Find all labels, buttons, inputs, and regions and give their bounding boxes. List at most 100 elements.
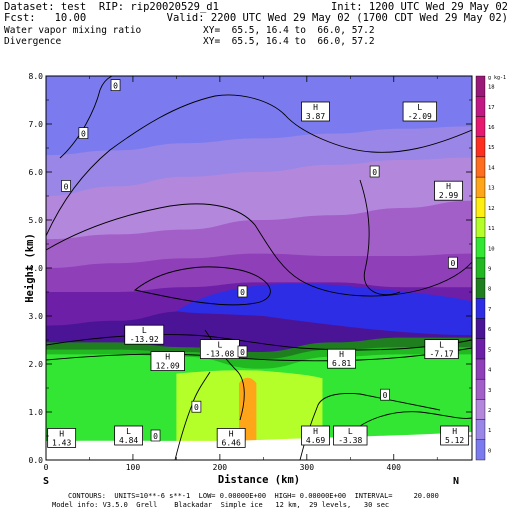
colorbar-swatch xyxy=(475,338,486,360)
colorbar-label: 9 xyxy=(488,267,491,273)
y-tick-label: 6.0 xyxy=(29,168,44,177)
extremum-low: L-13.08 xyxy=(199,339,240,360)
colorbar-swatch xyxy=(475,197,486,218)
header-field2: Divergence xyxy=(4,36,62,47)
x-left-endpoint: S xyxy=(43,476,49,487)
header-valid: Valid: 2200 UTC Wed 29 May 02 (1700 CDT … xyxy=(166,12,508,24)
extremum-high: H12.09 xyxy=(150,351,185,372)
x-tick-label: 200 xyxy=(213,463,228,472)
extremum-high: H6.46 xyxy=(216,427,246,448)
extremum-type: H xyxy=(229,429,234,438)
colorbar-swatch xyxy=(475,277,486,299)
extremum-value: -13.92 xyxy=(130,335,159,344)
x-tick-label: 100 xyxy=(126,463,141,472)
extremum-type: H xyxy=(165,353,170,362)
extremum-high: H4.69 xyxy=(301,425,330,446)
extremum-value: 3.87 xyxy=(306,112,325,121)
contour-zero-label: 0 xyxy=(78,127,89,139)
extremum-type: L xyxy=(126,427,131,436)
colorbar-label: 0 xyxy=(488,448,491,454)
header-xy2: XY= 65.5, 16.4 to 66.0, 57.2 xyxy=(203,36,375,47)
extremum-value: 1.43 xyxy=(52,438,71,447)
moisture-layer-7 xyxy=(176,283,472,336)
colorbar-label: 4 xyxy=(488,368,492,374)
svg-text:0: 0 xyxy=(450,259,455,268)
svg-text:0: 0 xyxy=(372,168,377,177)
extremum-value: 4.69 xyxy=(306,436,325,445)
svg-text:0: 0 xyxy=(240,348,245,357)
x-tick-label: 300 xyxy=(300,463,315,472)
colorbar-swatch xyxy=(475,156,486,178)
x-tick-label: 400 xyxy=(387,463,402,472)
divergence-contours xyxy=(46,76,472,460)
contour-zero-label: 0 xyxy=(110,79,121,91)
extremum-type: H xyxy=(452,427,457,436)
extremum-value: 6.81 xyxy=(332,359,351,368)
extremum-value: -7.17 xyxy=(430,350,454,359)
svg-text:0: 0 xyxy=(64,182,69,191)
colorbar-label: 11 xyxy=(488,226,495,232)
svg-text:0: 0 xyxy=(153,432,158,441)
colorbar-swatch xyxy=(475,358,486,380)
colorbar-swatch xyxy=(475,439,486,461)
extremum-type: L xyxy=(348,427,353,436)
colorbar-swatch xyxy=(475,378,486,400)
extremum-high: H3.87 xyxy=(301,101,330,122)
header-dataset: Dataset: test RIP: rip20020529_d1 xyxy=(4,1,219,13)
extremum-low: L-2.09 xyxy=(402,101,437,122)
svg-text:0: 0 xyxy=(113,82,118,91)
extremum-value: 2.99 xyxy=(439,191,458,200)
contour-zero-label: 0 xyxy=(380,388,390,401)
colorbar-swatch xyxy=(475,176,486,198)
extremum-value: 4.84 xyxy=(119,436,138,445)
extremum-type: L xyxy=(142,326,147,335)
extremum-low: L-13.92 xyxy=(124,324,165,345)
x-right-endpoint: N xyxy=(453,476,459,487)
colorbar-swatch xyxy=(475,419,486,440)
colorbar-label: 13 xyxy=(488,186,495,192)
colorbar-swatch xyxy=(475,75,486,97)
colorbar-swatch xyxy=(475,136,486,158)
svg-text:0: 0 xyxy=(240,288,245,297)
y-tick-label: 3.0 xyxy=(29,312,44,321)
colorbar-unit: g kg-1 xyxy=(488,75,506,81)
colorbar-label: 5 xyxy=(488,347,491,353)
extremum-type: H xyxy=(59,429,64,438)
header-xy1: XY= 65.5, 16.4 to 66.0, 57.2 xyxy=(203,25,375,36)
colorbar-label: 3 xyxy=(488,388,491,394)
y-tick-label: 7.0 xyxy=(29,120,44,129)
contour-zero-label: 0 xyxy=(237,285,248,298)
extremum-type: L xyxy=(439,341,444,350)
footer-contours: CONTOURS: UNITS=10**-6 s**-1 LOW= 0.0000… xyxy=(68,492,439,500)
extremum-type: L xyxy=(417,103,422,112)
extremum-type: H xyxy=(313,103,318,112)
extremum-type: H xyxy=(313,427,318,436)
contour-zero-label: 0 xyxy=(448,256,458,269)
colorbar-swatch xyxy=(475,237,486,259)
colorbar-swatch xyxy=(475,399,486,420)
contour-zero-label: 0 xyxy=(150,429,161,442)
colorbar-label: 12 xyxy=(488,206,495,212)
colorbar-label: 14 xyxy=(488,165,495,171)
colorbar-swatch xyxy=(475,217,486,238)
y-tick-label: 8.0 xyxy=(29,72,44,81)
colorbar-label: 18 xyxy=(488,85,495,91)
extremum-low: L4.84 xyxy=(114,425,143,446)
y-tick-label: 1.0 xyxy=(29,408,44,417)
extremum-high: H5.12 xyxy=(440,425,470,446)
colorbar-swatch xyxy=(475,298,486,319)
extremum-value: 5.12 xyxy=(445,436,464,445)
svg-text:0: 0 xyxy=(383,391,388,400)
x-tick-label: 0 xyxy=(44,463,49,472)
extrema-labels: H3.87L-2.09H2.99L-13.92L-13.08H12.09H6.8… xyxy=(47,79,470,448)
colorbar-swatch xyxy=(475,318,486,339)
extremum-value: -2.09 xyxy=(408,112,432,121)
extremum-value: -13.08 xyxy=(205,350,234,359)
svg-text:0: 0 xyxy=(194,403,199,412)
header-fcst: Fcst: 10.00 xyxy=(4,12,87,24)
footer-model: Model info: V3.5.0 Grell Blackadar Simpl… xyxy=(52,501,390,509)
y-tick-label: 2.0 xyxy=(29,360,44,369)
y-tick-label: 0.0 xyxy=(29,456,44,465)
header-init: Init: 1200 UTC Wed 29 May 02 xyxy=(330,1,508,13)
